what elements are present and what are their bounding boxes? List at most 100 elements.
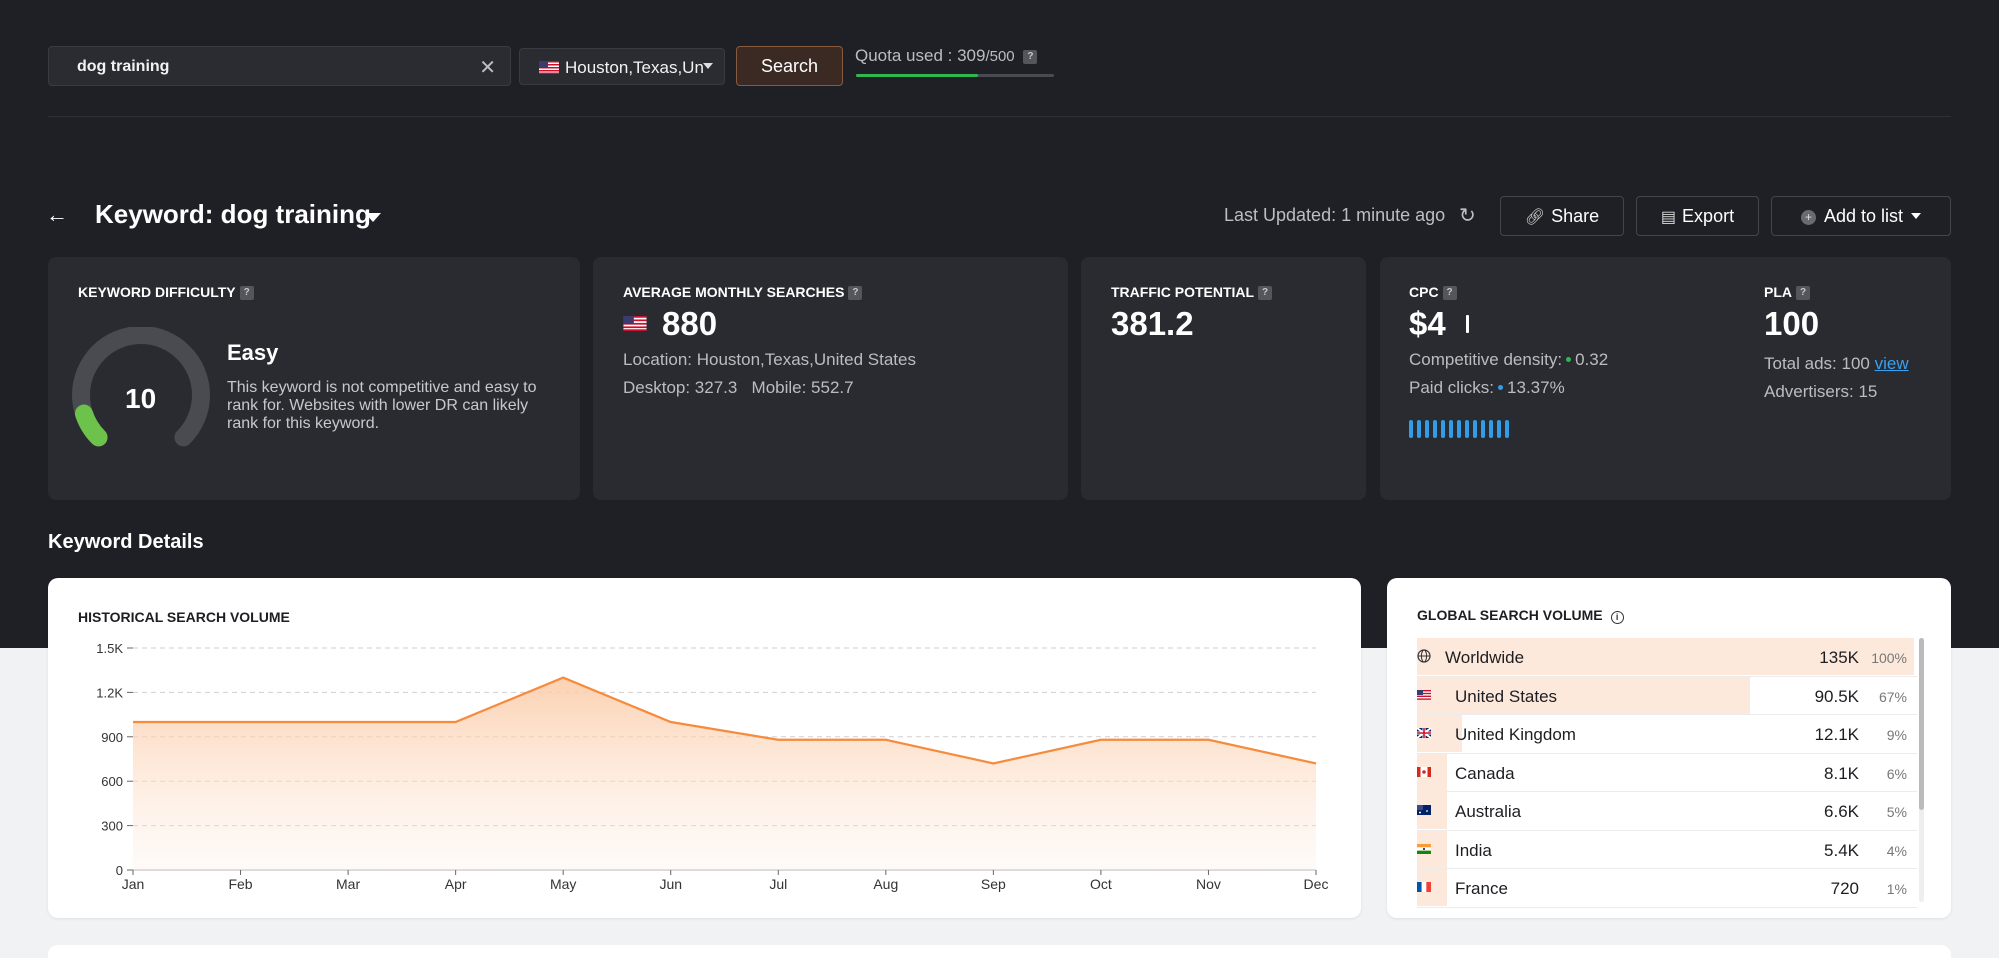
- pla-value: 100: [1764, 305, 1820, 342]
- keyword-search-input[interactable]: dog training ✕: [48, 46, 511, 86]
- country-name: United Kingdom: [1455, 725, 1576, 744]
- x-tick-label: Mar: [336, 876, 360, 892]
- list-item[interactable]: Canada 8.1K 6%: [1417, 753, 1917, 792]
- us-flag-icon: [539, 61, 559, 74]
- help-icon[interactable]: ?: [1796, 286, 1810, 300]
- historical-chart: 0 300 600 900 1.2K 1.5K Jan Feb Mar Apr May Jun Jul A…: [96, 641, 1328, 892]
- list-item[interactable]: United Kingdom 12.1K 9%: [1417, 715, 1917, 754]
- country-name: Australia: [1455, 802, 1522, 821]
- list-item[interactable]: United States 90.5K 67%: [1417, 676, 1917, 715]
- y-tick-label: 600: [101, 774, 123, 789]
- chart-title: HISTORICAL SEARCH VOLUME: [78, 609, 290, 625]
- add-to-list-button[interactable]: + Add to list: [1771, 196, 1951, 236]
- file-icon: ▤: [1660, 209, 1677, 226]
- ams-location: Location: Houston,Texas,United States: [623, 350, 916, 369]
- cpc-indicator: [1466, 315, 1469, 333]
- kd-level: Easy: [227, 340, 279, 365]
- chevron-down-icon: [1911, 213, 1922, 219]
- divider: [48, 116, 1951, 117]
- list-item[interactable]: India 5.4K 4%: [1417, 830, 1917, 869]
- quota-progress-fill: [856, 74, 979, 77]
- page-title: Keyword: dog training: [95, 199, 371, 229]
- keyword-dropdown-caret-icon[interactable]: [365, 213, 381, 222]
- traffic-potential-card: TRAFFIC POTENTIAL? 381.2: [1081, 257, 1366, 500]
- plus-icon: +: [1800, 210, 1816, 225]
- country-volume: 6.6K: [1824, 802, 1859, 821]
- global-search-volume-card: GLOBAL SEARCH VOLUME i Worldwide 135K 100% U…: [1387, 578, 1951, 918]
- volume-share-bar: [1417, 638, 1914, 675]
- tp-value: 381.2: [1111, 305, 1194, 342]
- country-percent: 67%: [1878, 688, 1907, 705]
- country-percent: 1%: [1886, 881, 1907, 897]
- cpc-bars: [1409, 420, 1509, 438]
- country-name: Canada: [1455, 763, 1515, 783]
- help-icon[interactable]: ?: [239, 286, 254, 300]
- refresh-icon[interactable]: ↻: [1459, 205, 1476, 227]
- location-select[interactable]: Houston,Texas,United States: [519, 48, 725, 85]
- x-tick-label: Jul: [769, 876, 787, 892]
- info-icon[interactable]: i: [1610, 611, 1624, 624]
- chevron-down-icon: [703, 63, 713, 69]
- help-icon[interactable]: ?: [848, 286, 863, 300]
- country-name: Worldwide: [1445, 648, 1525, 667]
- country-name: United States: [1455, 686, 1558, 706]
- x-tick-label: Jun: [659, 876, 682, 892]
- section-title: Keyword Details: [48, 531, 204, 553]
- y-tick-label: 1.5K: [96, 641, 123, 656]
- paid-clicks: Paid clicks: 13.37%: [1409, 378, 1565, 397]
- search-button[interactable]: Search: [736, 46, 843, 86]
- historical-search-volume-card: HISTORICAL SEARCH VOLUME 0 300 600 900 1.2K 1…: [48, 578, 1361, 918]
- list-item[interactable]: France 720 1%: [1417, 869, 1917, 908]
- country-percent: 6%: [1886, 765, 1907, 782]
- quota-total: /500: [985, 48, 1015, 65]
- kd-label: KEYWORD DIFFICULTY?: [78, 284, 254, 300]
- x-tick-label: Aug: [873, 876, 898, 892]
- kd-value: 10: [125, 383, 157, 414]
- y-tick-label: 1.2K: [96, 685, 123, 700]
- help-icon[interactable]: ?: [1258, 286, 1273, 300]
- next-card: [48, 945, 1951, 958]
- pla-total-ads: Total ads: 100 view: [1764, 354, 1909, 373]
- y-tick-label: 300: [101, 819, 123, 834]
- export-button[interactable]: ▤ Export: [1636, 196, 1759, 236]
- country-percent: 5%: [1886, 804, 1907, 820]
- blue-dot-icon: [1498, 385, 1504, 390]
- ams-devices: Desktop: 327.3 Mobile: 552.7: [623, 378, 854, 397]
- chart-series-line: [133, 676, 1317, 765]
- competitive-density: Competitive density: 0.32: [1409, 350, 1609, 369]
- help-icon[interactable]: ?: [1023, 50, 1038, 64]
- list-item[interactable]: Worldwide 135K 100%: [1417, 638, 1917, 677]
- clear-icon[interactable]: ✕: [479, 57, 496, 79]
- keyword-difficulty-card: KEYWORD DIFFICULTY? 10 Easy This keyword…: [48, 257, 580, 500]
- x-tick-label: Oct: [1090, 876, 1112, 892]
- view-link[interactable]: view: [1874, 354, 1909, 373]
- y-tick-label: 0: [116, 863, 123, 878]
- last-updated-text: Last Updated: 1 minute ago: [1224, 205, 1446, 225]
- export-label: Export: [1682, 206, 1735, 226]
- quota-text: Quota used : 309/500 ?: [855, 46, 1038, 66]
- list-item[interactable]: Australia 6.6K 5%: [1417, 792, 1917, 831]
- green-dot-icon: [1566, 357, 1572, 362]
- tp-label: TRAFFIC POTENTIAL?: [1111, 284, 1273, 300]
- country-percent: 4%: [1886, 842, 1907, 859]
- x-tick-label: Sep: [981, 876, 1006, 892]
- quota-progress-bar: [856, 74, 1054, 77]
- country-volume: 12.1K: [1814, 725, 1859, 744]
- share-button[interactable]: 🔗︎ Share: [1500, 196, 1624, 236]
- country-volume: 135K: [1819, 648, 1859, 667]
- global-title: GLOBAL SEARCH VOLUME i: [1417, 607, 1624, 624]
- global-volume-list: Worldwide 135K 100% United States 90.5K 67% Un…: [1417, 638, 1917, 908]
- country-volume: 8.1K: [1824, 763, 1859, 783]
- back-arrow-icon[interactable]: ←: [46, 202, 68, 227]
- scrollbar[interactable]: [1919, 638, 1924, 902]
- quota-used: Quota used : 309: [855, 46, 986, 65]
- x-tick-label: Feb: [228, 876, 252, 892]
- scrollbar-thumb[interactable]: [1919, 638, 1924, 810]
- pla-advertisers: Advertisers: 15: [1764, 382, 1878, 401]
- help-icon[interactable]: ?: [1442, 286, 1457, 300]
- kd-description: This keyword is not competitive and easy…: [227, 379, 537, 432]
- search-query-value: dog training: [77, 58, 170, 75]
- x-tick-label: Apr: [445, 876, 467, 892]
- volume-share-bar: [1417, 676, 1750, 714]
- x-tick-label: May: [550, 876, 576, 892]
